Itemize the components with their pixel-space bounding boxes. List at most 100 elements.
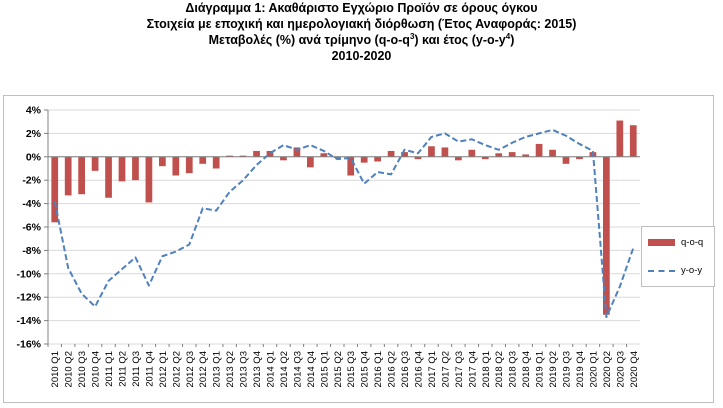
legend-label-y-o-y: y-o-y <box>681 265 703 276</box>
bar-q-o-q <box>253 150 260 157</box>
x-tick-label: 2013 Q2 <box>225 351 236 387</box>
chart-period: 2010-2020 <box>331 49 392 63</box>
x-tick-label: 2018 Q1 <box>481 351 492 387</box>
bar-q-o-q <box>360 156 368 163</box>
bar-series-q-o-q <box>51 120 637 315</box>
x-tick-label: 2018 Q2 <box>494 351 505 387</box>
bar-q-o-q <box>535 143 543 157</box>
footnote-ref-3: 3 <box>409 31 415 41</box>
bar-q-o-q <box>239 155 247 157</box>
bar-q-o-q <box>78 156 85 195</box>
x-tick-label: 2016 Q1 <box>373 351 384 387</box>
x-tick-label: 2017 Q3 <box>454 351 465 387</box>
x-tick-label: 2012 Q3 <box>185 351 196 387</box>
y-tick-label: 2% <box>26 128 42 140</box>
x-tick-label: 2019 Q1 <box>535 351 546 387</box>
legend-label-q-o-q: q-o-q <box>681 237 704 248</box>
x-tick-label: 2012 Q4 <box>198 351 209 387</box>
x-tick-label: 2013 Q3 <box>239 351 250 387</box>
bar-q-o-q <box>159 156 166 167</box>
y-tick-label: -2% <box>22 175 41 187</box>
bar-q-o-q <box>212 156 220 169</box>
bar-q-o-q <box>172 156 180 176</box>
x-tick-label: 2011 Q4 <box>144 351 155 387</box>
chart-title-block: Διάγραμμα 1: Ακαθάριστο Εγχώριο Προϊόν σ… <box>0 0 723 64</box>
bar-q-o-q <box>333 156 341 158</box>
bar-q-o-q <box>441 147 449 157</box>
y-tick-label: 0% <box>26 151 42 163</box>
x-tick-label: 2011 Q3 <box>131 351 142 387</box>
x-axis-tick-labels: 2010 Q1 2010 Q2 2010 Q3 2010 Q4 2011 Q1 2011 … <box>50 351 640 387</box>
bar-q-o-q <box>293 147 301 157</box>
line-y-o-y <box>53 128 635 319</box>
bar-q-o-q <box>401 152 408 157</box>
bar-q-o-q <box>118 156 126 182</box>
bar-q-o-q <box>629 125 637 157</box>
legend: q-o-q y-o-y <box>641 226 715 287</box>
legend-item-q-o-q: q-o-q <box>648 236 714 250</box>
legend-swatch-line <box>648 270 675 272</box>
units-text-c: ) <box>510 33 515 47</box>
y-tick-label: -10% <box>16 268 41 280</box>
y-tick-label: -8% <box>22 245 41 257</box>
bar-q-o-q <box>185 156 193 174</box>
bar-q-o-q <box>199 156 207 164</box>
units-text-b: ) και έτος (y-o-y <box>414 33 506 47</box>
x-tick-label: 2019 Q3 <box>562 351 573 387</box>
x-tick-label: 2015 Q1 <box>319 351 330 387</box>
x-tick-label: 2020 Q3 <box>615 351 626 387</box>
bar-q-o-q <box>562 156 570 164</box>
line-series-y-o-y <box>53 128 635 319</box>
x-tick-label: 2016 Q4 <box>414 351 425 387</box>
bar-q-o-q <box>468 149 476 157</box>
x-tick-label: 2017 Q2 <box>440 351 451 387</box>
x-tick-label: 2012 Q2 <box>171 351 182 387</box>
x-tick-label: 2014 Q2 <box>279 351 290 387</box>
x-tick-label: 2017 Q4 <box>467 351 478 387</box>
bar-q-o-q <box>280 156 287 161</box>
bar-q-o-q <box>347 156 355 176</box>
x-tick-label: 2018 Q3 <box>508 351 519 387</box>
x-tick-label: 2011 Q2 <box>118 351 129 387</box>
x-tick-label: 2013 Q1 <box>212 351 223 387</box>
bar-q-o-q <box>495 153 503 157</box>
grid-lines <box>48 109 640 345</box>
bar-q-o-q <box>522 154 529 157</box>
x-tick-label: 2015 Q3 <box>346 351 357 387</box>
chart-title: Διάγραμμα 1: Ακαθάριστο Εγχώριο Προϊόν σ… <box>185 1 538 15</box>
x-tick-label: 2019 Q2 <box>548 351 559 387</box>
bar-q-o-q <box>320 153 328 157</box>
bar-q-o-q <box>455 156 462 161</box>
bar-q-o-q <box>576 156 583 160</box>
bar-q-o-q <box>603 156 610 315</box>
bar-q-o-q <box>266 150 274 157</box>
x-tick-label: 2010 Q3 <box>77 351 88 387</box>
legend-swatch-bar <box>648 239 675 246</box>
y-tick-label: -16% <box>16 339 41 351</box>
x-tick-label: 2010 Q2 <box>64 351 75 387</box>
bar-q-o-q <box>374 156 381 162</box>
x-tick-label: 2015 Q4 <box>360 351 371 387</box>
x-tick-label: 2017 Q1 <box>427 351 438 387</box>
bar-q-o-q <box>616 120 624 157</box>
footnote-ref-4: 4 <box>505 31 511 41</box>
y-tick-label: -12% <box>16 292 41 304</box>
bar-q-o-q <box>387 150 395 157</box>
bar-q-o-q <box>549 149 556 157</box>
bar-q-o-q <box>51 156 59 223</box>
x-tick-label: 2014 Q4 <box>306 351 317 387</box>
bar-q-o-q <box>428 146 435 157</box>
chart-subtitle-units: Μεταβολές (%) ανά τρίμηνο (q-o-q3) και έ… <box>0 32 723 48</box>
bar-q-o-q <box>91 156 99 171</box>
y-tick-label: -14% <box>16 315 41 327</box>
x-tick-label: 2020 Q2 <box>602 351 613 387</box>
x-tick-label: 2011 Q1 <box>104 351 115 387</box>
x-tick-label: 2016 Q3 <box>400 351 411 387</box>
units-text-a: Μεταβολές (%) ανά τρίμηνο (q-o-q <box>208 33 410 47</box>
x-tick-label: 2010 Q1 <box>50 351 61 387</box>
bar-q-o-q <box>307 156 314 168</box>
y-tick-label: -6% <box>22 222 41 234</box>
x-tick-label: 2020 Q1 <box>588 351 599 387</box>
x-tick-label: 2014 Q3 <box>292 351 303 387</box>
